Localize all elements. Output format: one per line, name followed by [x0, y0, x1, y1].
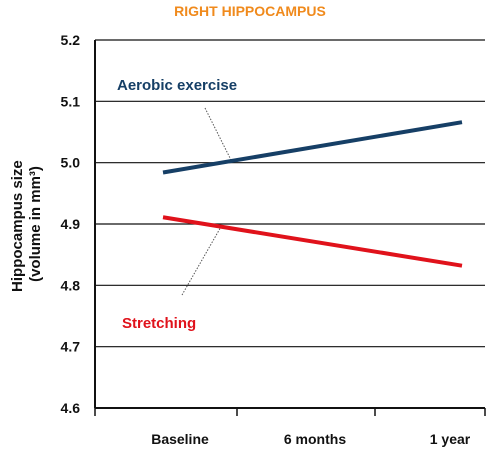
y-tick-label: 5.2: [61, 32, 81, 48]
x-tick-label: 6 months: [284, 431, 346, 447]
y-axis-label-line-1: Hippocampus size: [9, 160, 26, 292]
gridlines: [95, 39, 485, 348]
axes: [94, 40, 485, 409]
series-label: Aerobic exercise: [117, 77, 237, 94]
label-pointer-line: [204, 107, 233, 163]
x-tick-labels: Baseline 6 months 1 year: [151, 431, 471, 447]
series-lines: [162, 120, 463, 268]
series-label: Stretching: [122, 315, 196, 332]
x-tick-label: Baseline: [151, 431, 209, 447]
y-tick-label: 5.0: [61, 155, 81, 171]
series-line: [162, 215, 463, 268]
series-line: [162, 120, 463, 175]
chart-title: RIGHT HIPPOCAMPUS: [174, 3, 326, 19]
y-tick-label: 4.7: [61, 339, 81, 355]
y-tick-labels: 5.2 5.1 5.0 4.9 4.8 4.7 4.6: [61, 32, 81, 416]
label-pointer-line: [181, 224, 223, 296]
x-tick-label: 1 year: [430, 431, 471, 447]
series-labels: Aerobic exercise Stretching: [117, 77, 237, 332]
y-tick-label: 4.8: [61, 277, 81, 293]
y-tick-label: 4.6: [61, 400, 81, 416]
y-tick-label: 5.1: [61, 93, 81, 109]
y-axis-label: Hippocampus size (volume in mm³): [9, 156, 44, 292]
y-axis-label-line-2: (volume in mm³): [27, 166, 44, 282]
axis-ticks: [94, 408, 486, 416]
label-pointers: [181, 107, 233, 296]
y-tick-label: 4.9: [61, 216, 81, 232]
